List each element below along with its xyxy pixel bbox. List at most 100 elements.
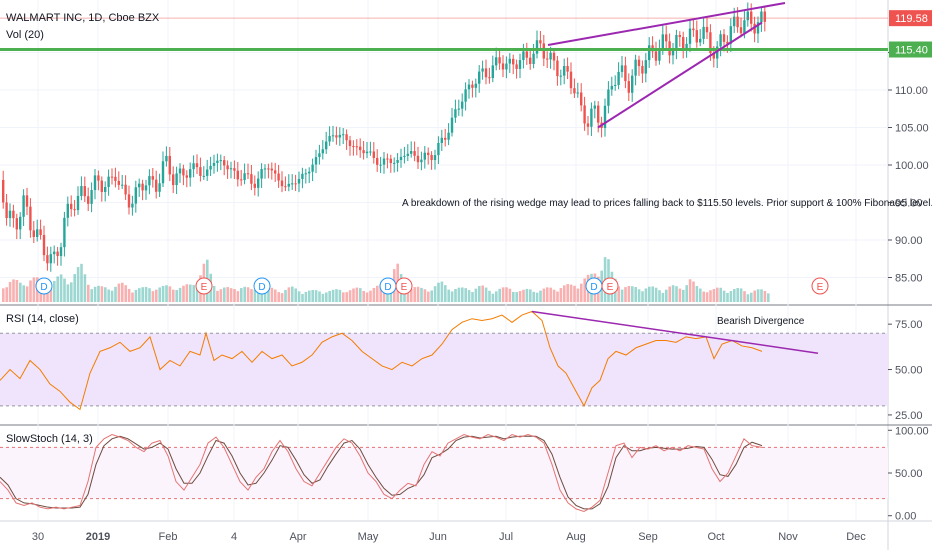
candle-body — [393, 162, 396, 164]
candle-body — [223, 160, 226, 166]
volume-bar — [301, 294, 304, 302]
volume-bar — [175, 290, 178, 302]
candle-body — [450, 117, 454, 133]
time-tick-label: Jun — [429, 531, 447, 543]
volume-bar — [124, 285, 127, 302]
candle-body — [505, 63, 508, 70]
candle-body — [25, 195, 29, 207]
candle-body — [182, 168, 185, 176]
volume-bar — [291, 286, 294, 302]
candle-body — [705, 26, 709, 33]
candle-body — [90, 190, 93, 204]
volume-bar — [576, 288, 580, 302]
candle-body — [325, 141, 328, 150]
candle-body — [53, 251, 56, 255]
volume-bar — [93, 286, 97, 302]
volume-bar — [416, 286, 420, 302]
candle-body — [552, 52, 556, 61]
candle-body — [739, 27, 743, 34]
candle-body — [597, 105, 600, 123]
volume-bar — [318, 291, 321, 302]
candle-body — [236, 170, 239, 180]
candle-body — [97, 175, 100, 181]
volume-bar — [223, 287, 226, 302]
candle-body — [365, 151, 369, 154]
time-tick-label: Jul — [499, 531, 513, 543]
candle-body — [416, 155, 420, 163]
candle-body — [311, 164, 314, 172]
candle-body — [746, 11, 749, 21]
volume-bar — [410, 288, 413, 302]
candle-body — [192, 163, 195, 170]
volume-bar — [746, 294, 750, 302]
price-tick-label: 85.00 — [895, 273, 923, 285]
candle-body — [760, 11, 763, 23]
candle-body — [131, 203, 134, 208]
candle-body — [386, 158, 389, 160]
candle-body — [573, 88, 576, 94]
candle-body — [359, 146, 362, 151]
volume-bar — [552, 289, 556, 302]
volume-bar — [437, 282, 440, 302]
price-axes: 85.0090.0095.00100.00105.00110.00115.002… — [888, 48, 929, 523]
volume-bar — [314, 290, 318, 302]
volume-bar — [682, 289, 685, 302]
volume-bar — [501, 287, 505, 302]
candle-body — [314, 157, 318, 165]
candle-body — [2, 180, 5, 203]
candle-body — [22, 195, 25, 217]
rsi-title: RSI (14, close) — [6, 313, 79, 325]
volume-bar — [219, 289, 223, 302]
candle-body — [335, 135, 338, 138]
candle-body — [532, 53, 535, 64]
volume-bar — [365, 292, 369, 302]
volume-bar — [382, 286, 386, 302]
candle-body — [42, 235, 46, 256]
volume-bar — [631, 286, 634, 302]
volume-bar — [32, 277, 36, 302]
candle-body — [63, 217, 66, 248]
volume-bar — [107, 289, 110, 302]
volume-bar — [668, 286, 671, 302]
candle-body — [212, 162, 216, 166]
volume-bar — [549, 287, 552, 302]
earnings-marker — [195, 277, 213, 295]
candle-body — [46, 255, 49, 264]
volume-bar — [688, 279, 692, 302]
candle-body — [437, 142, 440, 156]
event-marker-label: D — [384, 282, 391, 293]
candle-body — [121, 184, 124, 186]
time-tick-label: Feb — [159, 531, 178, 543]
volume-bar — [250, 289, 253, 302]
candle-body — [743, 20, 746, 34]
candle-body — [471, 84, 474, 88]
volume-bar — [328, 290, 331, 302]
volume-bar — [733, 289, 736, 302]
time-tick-label: Sep — [638, 531, 658, 543]
candle-body — [178, 168, 182, 174]
earnings-marker — [811, 277, 829, 295]
candle-body — [165, 155, 168, 162]
candle-body — [467, 84, 471, 90]
candle-body — [753, 23, 756, 34]
volume-bar — [705, 292, 709, 302]
volume-bar — [569, 284, 573, 302]
volume-bar — [131, 292, 134, 302]
stoch-tick-label: 50.00 — [895, 468, 923, 480]
candle-body — [535, 40, 539, 54]
volume-bar — [2, 288, 5, 302]
volume-bar — [97, 285, 100, 302]
volume-bar — [121, 282, 124, 302]
volume-bar — [498, 288, 501, 302]
candle-body — [403, 155, 406, 157]
candle-body — [83, 186, 86, 197]
candle-body — [709, 32, 712, 53]
candle-body — [328, 136, 331, 142]
volume-bar — [369, 290, 372, 302]
candle-body — [87, 196, 90, 204]
candle-body — [406, 153, 409, 156]
volume-bar — [637, 289, 641, 302]
candle-body — [141, 183, 144, 191]
volume-bar — [542, 288, 546, 302]
